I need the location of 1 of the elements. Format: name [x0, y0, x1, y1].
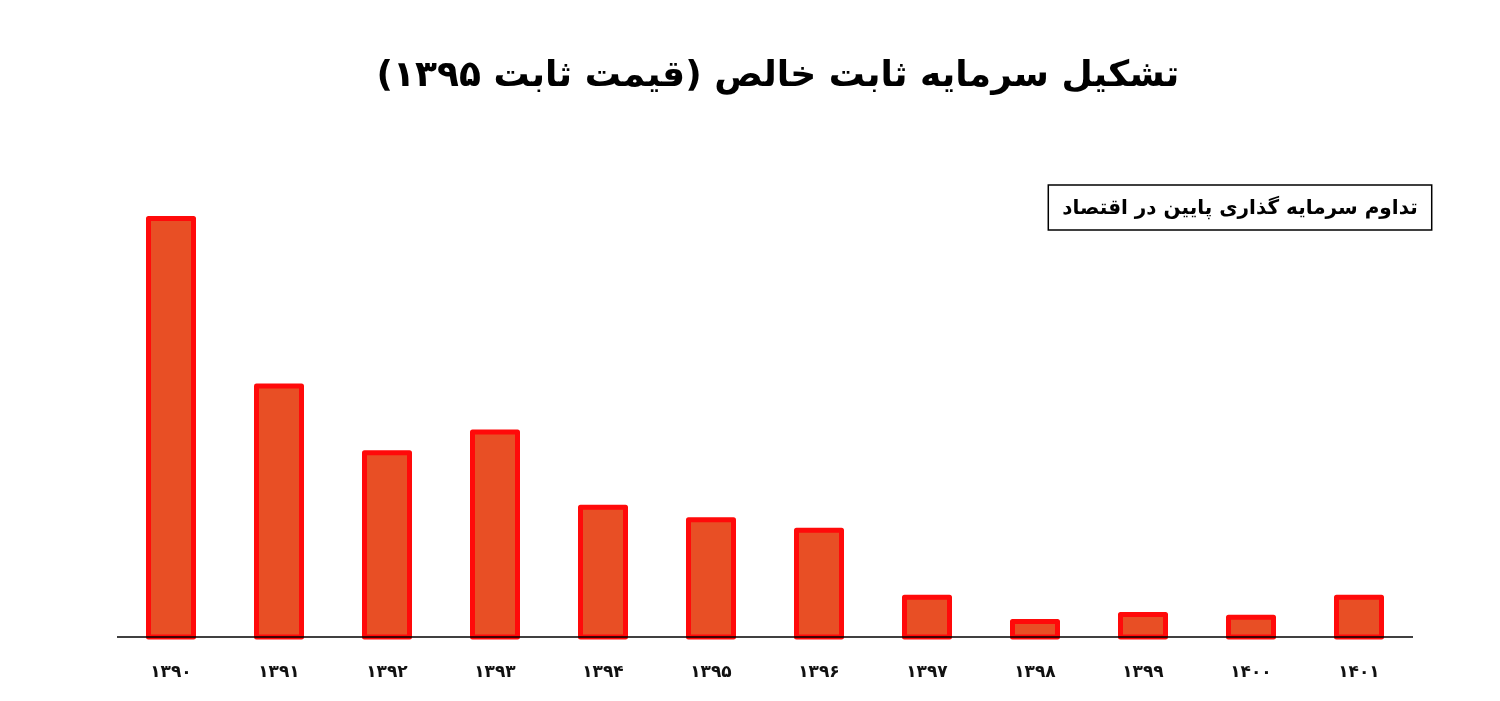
title: تشکیل سرمایه ثابت خالص (قیمت ثابت ۱۳۹۵) [376, 53, 1180, 94]
